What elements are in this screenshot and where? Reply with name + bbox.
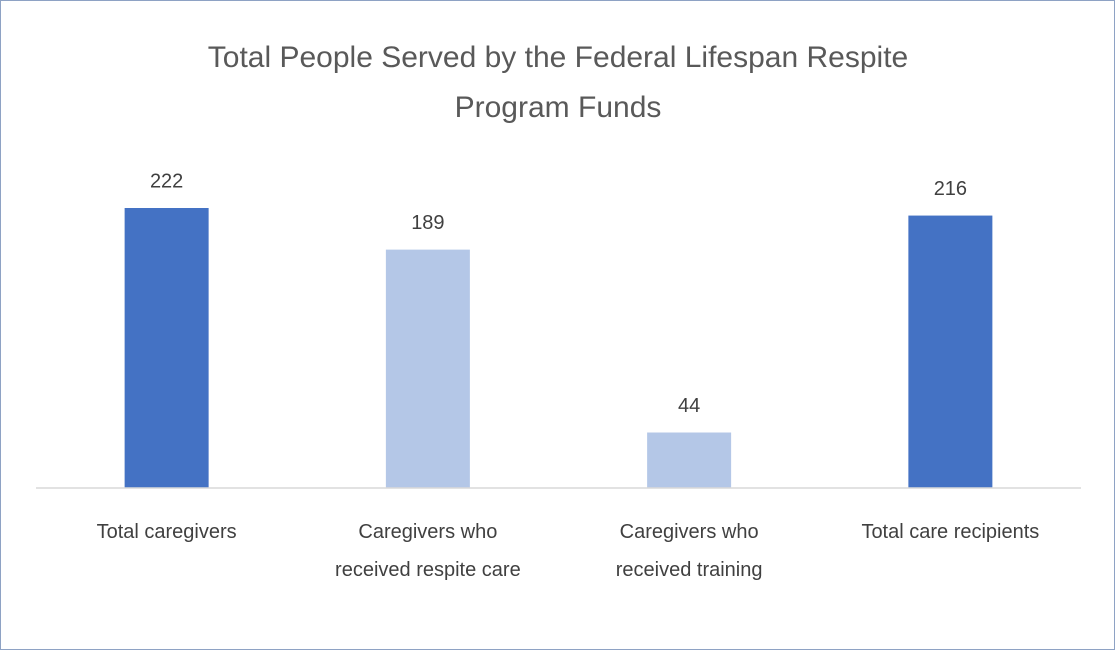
x-tick-label: Total caregivers — [96, 521, 237, 543]
chart-title: Total People Served by the Federal Lifes… — [207, 41, 909, 124]
x-tick-label: Caregivers who received respite care — [335, 521, 521, 581]
bar — [647, 432, 732, 488]
data-label: 189 — [411, 212, 444, 234]
x-tick-label: Total care recipients — [861, 521, 1040, 543]
bar — [124, 208, 209, 488]
data-label: 44 — [678, 395, 700, 417]
data-label: 216 — [934, 178, 967, 200]
x-tick-label: Caregivers who received training — [615, 521, 763, 581]
bar — [908, 215, 993, 488]
bar — [385, 249, 470, 488]
data-label: 222 — [150, 170, 183, 192]
